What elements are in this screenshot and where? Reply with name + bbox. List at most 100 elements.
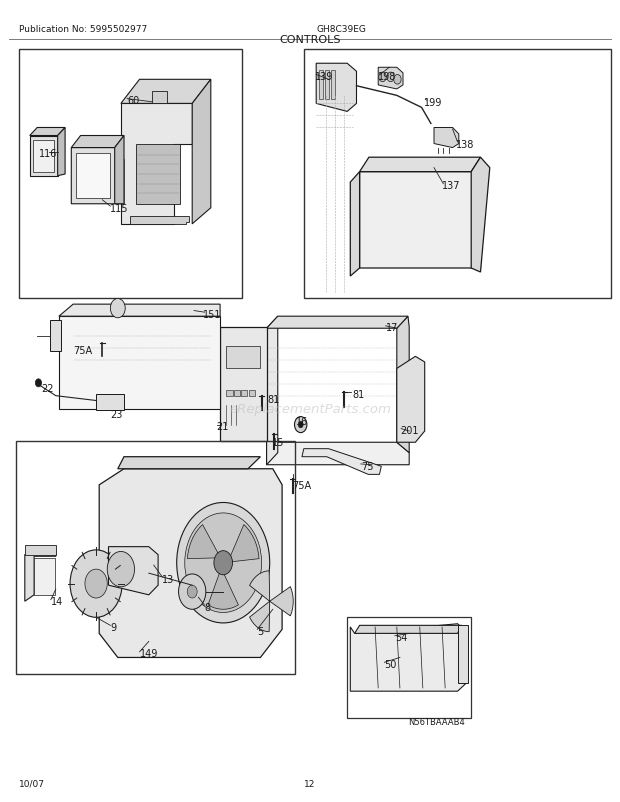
Polygon shape [118, 457, 260, 469]
Polygon shape [71, 148, 124, 205]
Polygon shape [34, 558, 55, 595]
Polygon shape [59, 305, 220, 317]
Polygon shape [115, 136, 124, 205]
Polygon shape [458, 626, 468, 683]
Text: 22: 22 [42, 384, 54, 394]
Text: 75A: 75A [293, 480, 312, 490]
Circle shape [85, 569, 107, 598]
Text: 116: 116 [39, 149, 58, 159]
Polygon shape [152, 92, 167, 104]
Polygon shape [434, 128, 459, 148]
Polygon shape [355, 626, 462, 634]
Polygon shape [267, 317, 278, 465]
Text: CONTROLS: CONTROLS [279, 34, 341, 44]
Text: 21: 21 [216, 422, 228, 431]
Bar [304, 50, 611, 298]
Text: 12: 12 [304, 779, 316, 788]
Polygon shape [250, 571, 270, 602]
Text: 151: 151 [203, 310, 222, 319]
Polygon shape [331, 71, 335, 100]
Text: 75A: 75A [73, 346, 92, 355]
Polygon shape [360, 164, 480, 269]
Polygon shape [71, 136, 124, 148]
Polygon shape [25, 545, 56, 555]
Text: 9: 9 [110, 622, 117, 632]
Polygon shape [250, 602, 270, 632]
Polygon shape [471, 158, 490, 273]
Text: 138: 138 [456, 140, 474, 149]
Text: 75: 75 [361, 461, 373, 471]
Polygon shape [270, 587, 293, 616]
Polygon shape [378, 68, 403, 90]
Polygon shape [76, 154, 110, 199]
Text: 149: 149 [140, 649, 158, 658]
Polygon shape [30, 128, 65, 136]
Polygon shape [223, 525, 259, 563]
Circle shape [110, 299, 125, 318]
Circle shape [107, 552, 135, 587]
Polygon shape [108, 547, 158, 595]
Circle shape [70, 550, 122, 618]
Text: GH8C39EG: GH8C39EG [316, 25, 366, 34]
Bar [226, 391, 232, 397]
Text: 14: 14 [51, 597, 63, 606]
Polygon shape [121, 80, 211, 104]
Polygon shape [397, 357, 425, 443]
Polygon shape [192, 80, 211, 225]
Text: 199: 199 [423, 98, 442, 107]
Text: 23: 23 [110, 410, 123, 419]
Polygon shape [360, 158, 480, 172]
Text: N56TBAAAB4: N56TBAAAB4 [408, 717, 465, 727]
Polygon shape [319, 71, 323, 100]
Bar [19, 50, 242, 298]
Polygon shape [130, 217, 189, 225]
Text: 201: 201 [400, 426, 419, 435]
Bar [249, 391, 255, 397]
Polygon shape [350, 172, 360, 277]
Polygon shape [350, 624, 466, 691]
Circle shape [294, 417, 307, 433]
Circle shape [298, 422, 303, 428]
Circle shape [387, 73, 394, 83]
Text: 13: 13 [162, 574, 175, 584]
Polygon shape [58, 128, 65, 176]
Polygon shape [96, 395, 124, 411]
Polygon shape [25, 549, 56, 602]
Text: eReplacementParts.com: eReplacementParts.com [229, 403, 391, 415]
Text: 5: 5 [257, 626, 264, 636]
Circle shape [177, 503, 270, 623]
Text: 60: 60 [127, 96, 140, 106]
Polygon shape [187, 525, 223, 563]
Polygon shape [59, 317, 220, 409]
Polygon shape [267, 443, 409, 465]
Bar [226, 346, 260, 369]
Polygon shape [50, 321, 61, 351]
Polygon shape [302, 449, 381, 475]
Bar [16, 441, 294, 674]
Text: Publication No: 5995502977: Publication No: 5995502977 [19, 25, 147, 34]
Text: 8: 8 [205, 602, 211, 612]
Polygon shape [325, 71, 329, 100]
Circle shape [185, 513, 262, 613]
Text: 50: 50 [384, 659, 397, 669]
Polygon shape [267, 317, 408, 329]
Circle shape [187, 585, 197, 598]
Text: 16: 16 [296, 416, 309, 426]
Polygon shape [121, 104, 192, 225]
Text: 137: 137 [442, 181, 461, 191]
Text: 81: 81 [352, 390, 365, 399]
Text: 17: 17 [386, 323, 398, 333]
Polygon shape [208, 563, 239, 610]
Text: 10/07: 10/07 [19, 779, 45, 788]
Polygon shape [220, 327, 267, 441]
Text: 198: 198 [378, 72, 396, 82]
Circle shape [179, 574, 206, 610]
Text: 139: 139 [315, 72, 334, 82]
Text: 81: 81 [268, 395, 280, 404]
Bar [241, 391, 247, 397]
Circle shape [394, 75, 401, 85]
Polygon shape [316, 64, 356, 112]
Text: 15: 15 [272, 438, 284, 448]
Text: 115: 115 [110, 204, 129, 213]
Polygon shape [397, 317, 409, 453]
